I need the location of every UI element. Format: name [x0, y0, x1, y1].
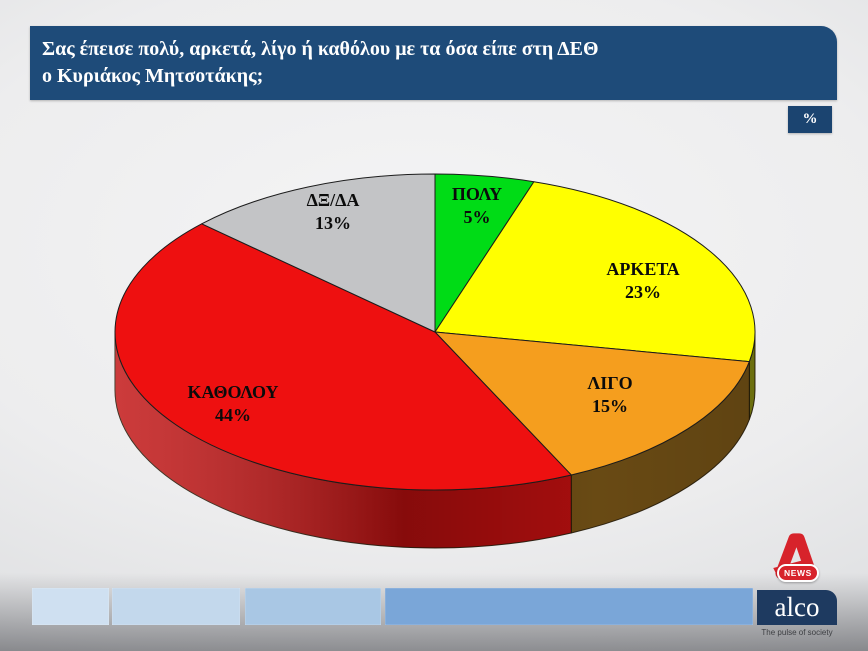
- footer-bar-2: [112, 588, 240, 625]
- alco-logo: alco: [757, 590, 837, 625]
- footer-bar-3: [245, 588, 381, 625]
- percent-unit-badge: %: [788, 106, 832, 133]
- footer-bar-1: [32, 588, 109, 625]
- alpha-news-badge: NEWS: [777, 564, 819, 582]
- question-title-line2: ο Κυριάκος Μητσοτάκης;: [42, 65, 264, 87]
- question-title-line1: Σας έπεισε πολύ, αρκετά, λίγο ή καθόλου …: [42, 38, 599, 60]
- alco-tagline: The pulse of society: [761, 628, 833, 637]
- title-bar: Σας έπεισε πολύ, αρκετά, λίγο ή καθόλου …: [30, 26, 837, 100]
- footer-bar-4: [385, 588, 753, 625]
